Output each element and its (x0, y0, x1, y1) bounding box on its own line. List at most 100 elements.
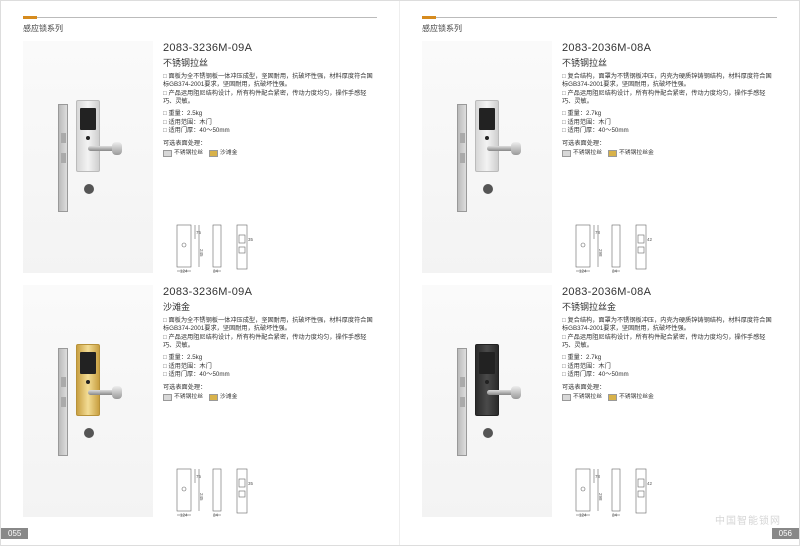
product-subtitle: 沙滩金 (163, 301, 377, 313)
spec-item: 重量：2.5kg (163, 110, 377, 118)
spec-item: 适用门厚：40～50mm (163, 127, 377, 135)
finish-section-label: 可选表面处理： (562, 140, 777, 148)
product-subtitle: 不锈钢拉丝金 (562, 301, 777, 313)
finish-swatch: 不锈钢拉丝 (562, 394, 602, 402)
product-photo (23, 285, 153, 517)
swatch-box (562, 394, 571, 401)
finish-swatch: 沙滩金 (209, 394, 237, 402)
swatch-label: 沙滩金 (220, 394, 237, 402)
spec-item: 重量：2.7kg (562, 354, 777, 362)
dimension-diagram-strike: 35 (231, 221, 253, 273)
spec-item: 适用门厚：40～50mm (562, 371, 777, 379)
dimension-diagram-front: 124 78 298 (562, 221, 602, 273)
product-specs: 重量：2.5kg适用范围：木门适用门厚：40～50mm (163, 110, 377, 135)
product-info: 2083-2036M-08A 不锈钢拉丝 复合结构，面罩为不锈钢板冲压，内壳为硬… (562, 41, 777, 273)
product-photo (422, 285, 552, 517)
lock-illustration (467, 336, 507, 466)
product-description: 复合结构，面罩为不锈钢板冲压，内壳为硬质锌铸钢结构，材料厚度符合国标GB374-… (562, 317, 777, 350)
swatch-box (562, 150, 571, 157)
product-specs: 重量：2.5kg适用范围：木门适用门厚：40～50mm (163, 354, 377, 379)
product-model: 2083-3236M-09A (163, 285, 377, 300)
dimension-diagram-strike: 42 (630, 221, 652, 273)
svg-text:24: 24 (612, 269, 618, 274)
swatch-box (608, 394, 617, 401)
lock-illustration (68, 92, 108, 222)
product-specs: 重量：2.7kg适用范围：木门适用门厚：40～50mm (562, 110, 777, 135)
desc-item: 复合结构，面罩为不锈钢板冲压，内壳为硬质锌铸钢结构，材料厚度符合国标GB374-… (562, 73, 777, 90)
dimension-diagram-front: 124 78 298 (562, 465, 602, 517)
product-card: 2083-2036M-08A 不锈钢拉丝 复合结构，面罩为不锈钢板冲压，内壳为硬… (422, 41, 777, 273)
page-right: 感应锁系列 2083-2036M-08A 不锈钢拉丝 复合结构，面罩为不锈钢板冲… (400, 1, 799, 545)
product-model: 2083-3236M-09A (163, 41, 377, 56)
desc-item: 产品运用阻尼结构设计，所有构件配合紧密，传动力度均匀，操作手感轻巧、灵敏。 (163, 90, 377, 107)
product-description: 面板为全不锈钢板一体冲压成型，坚固耐用，抗破坏性强，材料厚度符合国标GB374-… (163, 317, 377, 350)
desc-item: 复合结构，面罩为不锈钢板冲压，内壳为硬质锌铸钢结构，材料厚度符合国标GB374-… (562, 317, 777, 334)
catalog-spread: 感应锁系列 2083-3236M-09A 不锈钢拉丝 面板为全不锈钢板一体冲压成… (1, 1, 799, 545)
product-info: 2083-3236M-09A 不锈钢拉丝 面板为全不锈钢板一体冲压成型，坚固耐用… (163, 41, 377, 273)
desc-item: 产品运用阻尼结构设计，所有构件配合紧密，传动力度均匀，操作手感轻巧、灵敏。 (562, 90, 777, 107)
svg-text:35: 35 (248, 481, 253, 486)
svg-text:298: 298 (598, 249, 602, 257)
swatch-label: 不锈钢拉丝 (573, 394, 602, 402)
desc-item: 面板为全不锈钢板一体冲压成型，坚固耐用，抗破坏性强，材料厚度符合国标GB374-… (163, 317, 377, 334)
svg-text:24: 24 (213, 513, 219, 518)
spec-item: 适用门厚：40～50mm (562, 127, 777, 135)
product-model: 2083-2036M-08A (562, 41, 777, 56)
spec-item: 适用范围：木门 (163, 363, 377, 371)
lock-illustration (467, 92, 507, 222)
product-subtitle: 不锈钢拉丝 (163, 57, 377, 69)
svg-text:35: 35 (248, 237, 253, 242)
spec-item: 重量：2.7kg (562, 110, 777, 118)
svg-text:124: 124 (180, 513, 188, 518)
spec-item: 重量：2.5kg (163, 354, 377, 362)
swatch-box (163, 394, 172, 401)
product-info: 2083-3236M-09A 沙滩金 面板为全不锈钢板一体冲压成型，坚固耐用，抗… (163, 285, 377, 517)
product-description: 面板为全不锈钢板一体冲压成型，坚固耐用，抗破坏性强，材料厚度符合国标GB374-… (163, 73, 377, 106)
page-number-right: 056 (772, 528, 799, 539)
dimension-diagram-side: 24 (206, 221, 228, 273)
swatch-box (209, 150, 218, 157)
lock-illustration (68, 336, 108, 466)
swatch-label: 不锈钢拉丝 (174, 394, 203, 402)
swatch-box (209, 394, 218, 401)
dimension-diagrams: 124 78 298 24 42 (562, 221, 777, 273)
products-right: 2083-2036M-08A 不锈钢拉丝 复合结构，面罩为不锈钢板冲压，内壳为硬… (422, 41, 777, 517)
swatch-label: 不锈钢拉丝 (573, 150, 602, 158)
swatch-label: 不锈钢拉丝 (174, 150, 203, 158)
dimension-diagram-front: 124 75 245 (163, 465, 203, 517)
svg-text:24: 24 (213, 269, 219, 274)
finish-swatches: 不锈钢拉丝 沙滩金 (163, 150, 377, 158)
desc-item: 产品运用阻尼结构设计，所有构件配合紧密，传动力度均匀，操作手感轻巧、灵敏。 (562, 334, 777, 351)
desc-item: 面板为全不锈钢板一体冲压成型，坚固耐用，抗破坏性强，材料厚度符合国标GB374-… (163, 73, 377, 90)
finish-swatch: 不锈钢拉丝金 (608, 150, 654, 158)
product-card: 2083-3236M-09A 沙滩金 面板为全不锈钢板一体冲压成型，坚固耐用，抗… (23, 285, 377, 517)
product-description: 复合结构，面罩为不锈钢板冲压，内壳为硬质锌铸钢结构，材料厚度符合国标GB374-… (562, 73, 777, 106)
swatch-label: 不锈钢拉丝金 (619, 394, 654, 402)
svg-text:245: 245 (199, 249, 203, 257)
dimension-diagram-front: 124 75 245 (163, 221, 203, 273)
finish-swatches: 不锈钢拉丝 沙滩金 (163, 394, 377, 402)
svg-text:124: 124 (180, 269, 188, 274)
svg-text:42: 42 (647, 237, 652, 242)
product-card: 2083-2036M-08A 不锈钢拉丝金 复合结构，面罩为不锈钢板冲压，内壳为… (422, 285, 777, 517)
svg-text:42: 42 (647, 481, 652, 486)
finish-swatches: 不锈钢拉丝 不锈钢拉丝金 (562, 150, 777, 158)
page-number-left: 055 (1, 528, 28, 539)
header-rule (23, 17, 377, 18)
page-left: 感应锁系列 2083-3236M-09A 不锈钢拉丝 面板为全不锈钢板一体冲压成… (1, 1, 400, 545)
products-left: 2083-3236M-09A 不锈钢拉丝 面板为全不锈钢板一体冲压成型，坚固耐用… (23, 41, 377, 517)
dimension-diagram-side: 24 (206, 465, 228, 517)
svg-text:124: 124 (579, 269, 587, 274)
spec-item: 适用范围：木门 (562, 363, 777, 371)
product-photo (422, 41, 552, 273)
dimension-diagrams: 124 75 245 24 35 (163, 221, 377, 273)
finish-section-label: 可选表面处理： (562, 384, 777, 392)
finish-swatch: 沙滩金 (209, 150, 237, 158)
finish-swatch: 不锈钢拉丝金 (608, 394, 654, 402)
swatch-box (608, 150, 617, 157)
product-subtitle: 不锈钢拉丝 (562, 57, 777, 69)
dimension-diagram-strike: 35 (231, 465, 253, 517)
series-title-right: 感应锁系列 (422, 23, 462, 34)
finish-swatch: 不锈钢拉丝 (163, 394, 203, 402)
product-info: 2083-2036M-08A 不锈钢拉丝金 复合结构，面罩为不锈钢板冲压，内壳为… (562, 285, 777, 517)
